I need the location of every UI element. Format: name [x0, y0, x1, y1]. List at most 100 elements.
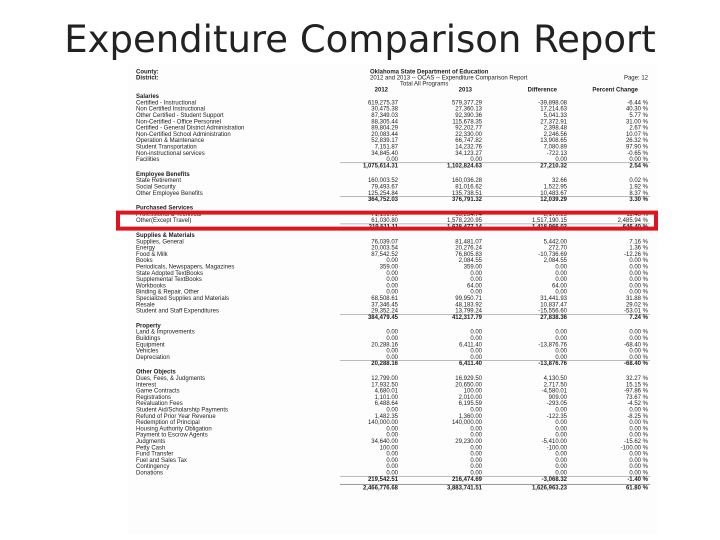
row-value: 2,246.56 [544, 132, 568, 138]
row-value: 160,036.28 [452, 178, 483, 184]
row-value: 37,346.45 [371, 302, 398, 308]
row-value: 100.00 [380, 445, 399, 451]
row-value: 14,232.76 [455, 144, 482, 150]
row-value: 10,483.67 [540, 191, 567, 197]
row-value: 0.00 % [629, 157, 648, 163]
column-header: 2012 [375, 88, 389, 94]
row-value: 0.00 [386, 271, 398, 277]
row-value: 135,738.51 [452, 191, 483, 197]
section-title: Salaries [136, 94, 160, 100]
row-value: -4,580.01 [542, 389, 568, 395]
row-value: 0.00 [470, 277, 482, 283]
row-value: 0.00 [555, 336, 567, 342]
row-label: Social Security [136, 184, 176, 190]
row-value: 31.88 % [626, 296, 649, 302]
row-value: 76,805.83 [455, 252, 482, 258]
row-value: 0.00 % [629, 355, 648, 361]
row-label: Food & Milk [136, 252, 169, 258]
row-value: -100.00 [547, 445, 568, 451]
row-value: 6,488.64 [375, 401, 399, 407]
row-label: Workbooks [136, 283, 166, 289]
row-value: 0.00 [555, 277, 567, 283]
row-value: 272.70 [549, 246, 568, 252]
row-value: 2,398.48 [544, 126, 568, 132]
row-label: Contingency [136, 464, 169, 470]
row-value: 0.00 [386, 349, 398, 355]
row-value: 32.27 % [626, 376, 649, 382]
row-value: 0.00 % [629, 420, 648, 426]
section-total: -68.40 % [624, 361, 649, 367]
row-value: 5,041.33 [544, 113, 568, 119]
row-value: 0.00 [555, 408, 567, 414]
row-value: 20,288.16 [371, 342, 398, 348]
row-value: 0.00 % [629, 464, 648, 470]
row-value: 34,845.40 [371, 151, 398, 157]
grand-total: 1,626,963.23 [532, 485, 568, 491]
row-label: Donations [136, 471, 163, 477]
row-value: -13,876.76 [538, 342, 567, 348]
row-value: 48,183.92 [455, 302, 482, 308]
section-total: 216,474.69 [452, 477, 483, 483]
row-value: 0.00 [470, 290, 482, 296]
row-value: 17,214.63 [540, 107, 567, 113]
row-value: 0.00 % [629, 290, 648, 296]
row-value: 2,010.00 [459, 395, 483, 401]
row-value: 0.02 % [629, 178, 648, 184]
row-value: 0.00 [555, 264, 567, 270]
row-value: 87,349.03 [371, 113, 398, 119]
row-value: 0.00 [555, 426, 567, 432]
row-value: 66,747.82 [455, 138, 482, 144]
row-value: 0.00 % [629, 426, 648, 432]
row-label: Buildings [136, 336, 160, 342]
row-value: 27,360.13 [455, 107, 482, 113]
row-value: 26.32 % [626, 138, 649, 144]
row-value: 92,202.77 [455, 126, 482, 132]
row-value: 63,234.74 [455, 212, 482, 218]
row-value: 0.00 [386, 258, 398, 264]
section-title: Purchased Services [136, 206, 194, 212]
row-value: 20,003.54 [371, 246, 398, 252]
section-total: 12,039.29 [540, 197, 567, 203]
row-value: 29,352.24 [371, 309, 398, 315]
report-subtitle: 2012 and 2013 -- OCAS -- Expenditure Com… [370, 76, 528, 82]
row-value: 7.16 % [629, 239, 648, 245]
row-value: 20,650.00 [455, 382, 482, 388]
row-value: -6.44 % [627, 100, 648, 106]
section-total: 20,288.16 [371, 361, 398, 367]
row-value: 87,542.52 [371, 252, 398, 258]
section-total: 1,102,824.63 [447, 163, 483, 169]
row-label: Non-instructional services [136, 151, 205, 157]
row-label: Binding & Repair, Other [136, 290, 199, 296]
row-label: Resale [136, 302, 155, 308]
row-value: 6,195.59 [459, 401, 483, 407]
row-label: Payment to Escrow Agents [136, 433, 208, 439]
row-value: 31,441.93 [540, 296, 567, 302]
row-value: 10.07 % [626, 132, 649, 138]
row-label: Professional & Technical [136, 212, 201, 218]
row-label: Supplies, General [136, 239, 184, 245]
section-total: 364,752.03 [368, 197, 399, 203]
row-value: 160,003.52 [368, 178, 399, 184]
row-value: 2,717.50 [544, 382, 568, 388]
district-label: District: [136, 76, 159, 82]
row-value: 0.00 [470, 355, 482, 361]
row-label: Game Contracts [136, 389, 180, 395]
row-value: 579,377.29 [452, 100, 483, 106]
row-value: 0.00 [386, 330, 398, 336]
row-value: 0.00 [470, 330, 482, 336]
row-value: 140,000.00 [368, 420, 399, 426]
row-value: 0.00 % [629, 330, 648, 336]
row-value: 0.00 % [629, 408, 648, 414]
row-value: 92,390.36 [455, 113, 482, 119]
row-value: -8.25 % [627, 414, 648, 420]
row-value: 40.30 % [626, 107, 649, 113]
row-label: Other Certified - Student Support [136, 113, 224, 119]
section-title: Employee Benefits [136, 172, 190, 178]
row-value: 0.00 % [629, 277, 648, 283]
row-label: Equipment [136, 342, 165, 348]
row-value: -0.65 % [627, 151, 648, 157]
grand-total: 2,466,776.68 [363, 485, 399, 491]
row-value: 71,191.99 [371, 212, 398, 218]
row-value: -39,898.08 [538, 100, 567, 106]
